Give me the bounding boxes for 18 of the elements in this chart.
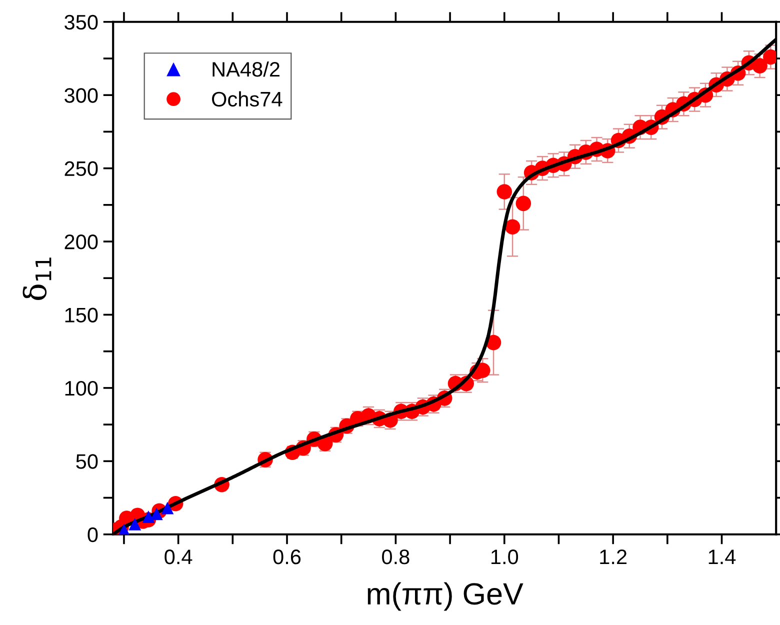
x-tick-label: 0.6 [273, 550, 301, 564]
x-tick-label: 1.4 [708, 550, 736, 564]
y-axis-title: δ$_{11}$ [22, 258, 52, 300]
y-tick-label: 50 [76, 454, 98, 469]
y-tick-label: 250 [64, 161, 98, 176]
y-tick-label: 200 [64, 234, 98, 250]
x-axis-title: m(ππ) GeV [368, 582, 524, 611]
legend-label: NA48/2 [212, 61, 280, 77]
y-tick-label: 150 [65, 308, 98, 322]
x-tick-label: 0.8 [382, 550, 410, 564]
y-tick-label: 350 [64, 14, 98, 30]
y-tick-label: 300 [64, 88, 98, 103]
x-tick-label: 0.4 [164, 550, 192, 564]
x-tick-label: 1.2 [600, 550, 627, 564]
legend-label: Ochs74 [212, 91, 282, 107]
x-tick-label: 1.0 [491, 550, 518, 564]
y-tick-label: 0 [88, 527, 98, 542]
y-tick-label: 100 [65, 380, 98, 396]
